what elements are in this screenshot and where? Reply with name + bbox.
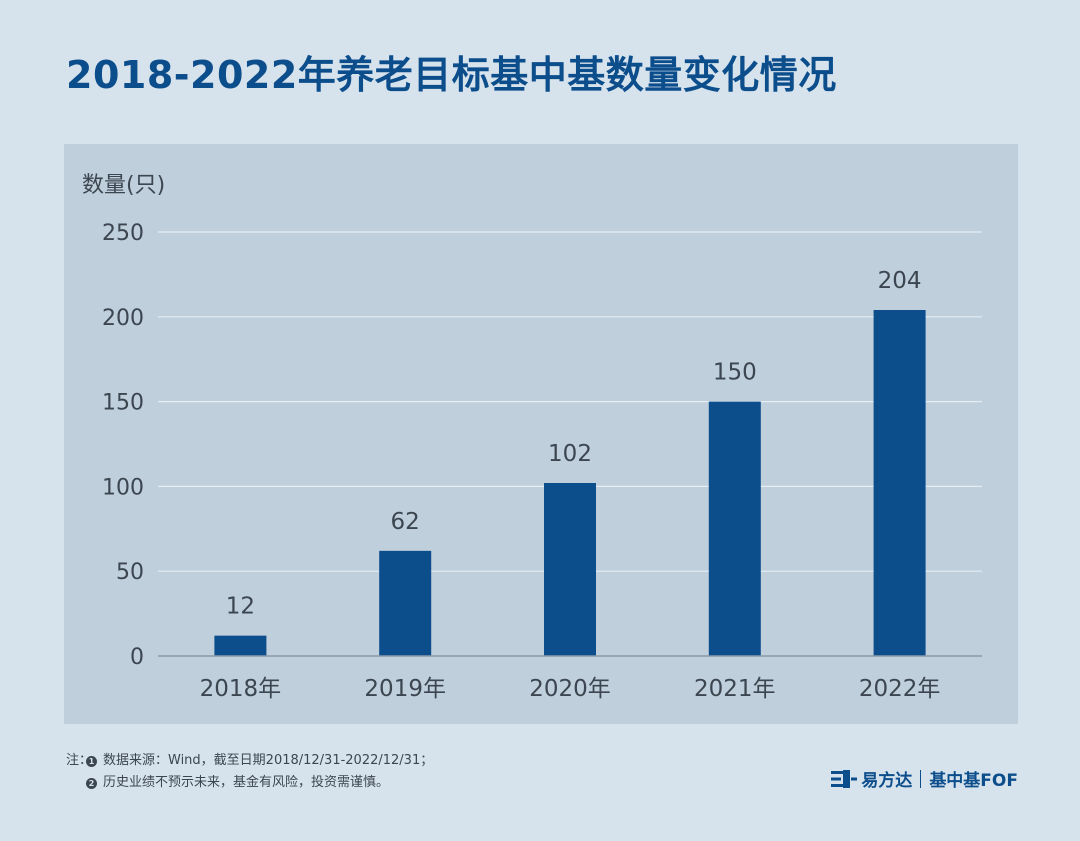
data-label: 150: [713, 360, 757, 386]
data-label: 204: [878, 268, 922, 294]
efund-logo-icon: [831, 769, 858, 788]
y-tick-label: 100: [102, 475, 144, 500]
brand-company: 易方达: [861, 771, 913, 791]
brand-product: 基中基FOF: [929, 771, 1018, 791]
footnote-1: 注： 1 数据来源：Wind，截至日期2018/12/31-2022/12/31…: [66, 750, 433, 772]
page-title: 2018-2022年养老目标基中基数量变化情况: [66, 53, 837, 97]
y-tick-label: 250: [102, 221, 144, 246]
data-label: 12: [226, 594, 255, 620]
footnote-text: 数据来源：Wind，截至日期2018/12/31-2022/12/31；: [103, 753, 434, 768]
footnote-prefix: 注：: [66, 753, 93, 768]
bar: [544, 483, 596, 656]
chart-panel: 数量(只) 0 50 100 150 200 250 12 2018年 62 2019年 102 202…: [64, 144, 1018, 724]
brand-divider: [920, 769, 922, 788]
y-tick-label: 0: [130, 645, 144, 670]
x-tick-label: 2018年: [200, 676, 282, 702]
x-tick-label: 2020年: [529, 676, 611, 702]
footnotes: 注： 1 数据来源：Wind，截至日期2018/12/31-2022/12/31…: [66, 750, 433, 794]
bar: [873, 310, 926, 656]
bar-chart: 数量(只) 0 50 100 150 200 250 12 2018年 62 2019年 102 202…: [82, 173, 982, 702]
footnote-2: 2 历史业绩不预示未来，基金有风险，投资需谨慎。: [66, 772, 433, 794]
x-tick-label: 2021年: [694, 676, 776, 702]
bar: [214, 635, 267, 656]
data-label: 102: [548, 441, 592, 467]
y-tick-label: 150: [102, 391, 144, 416]
brand-logo: 易方达 基中基FOF: [831, 766, 1018, 791]
y-tick-label: 200: [102, 306, 144, 331]
y-tick-label: 50: [116, 560, 144, 585]
y-axis-title: 数量(只): [82, 173, 165, 198]
footnote-number-icon: 2: [86, 777, 97, 789]
footnote-text: 历史业绩不预示未来，基金有风险，投资需谨慎。: [103, 775, 390, 790]
bar: [379, 550, 432, 656]
x-tick-label: 2019年: [364, 676, 446, 702]
data-label: 62: [391, 509, 420, 535]
footnote-number-icon: 1: [86, 755, 97, 767]
x-tick-label: 2022年: [859, 676, 941, 702]
bar: [708, 401, 761, 656]
